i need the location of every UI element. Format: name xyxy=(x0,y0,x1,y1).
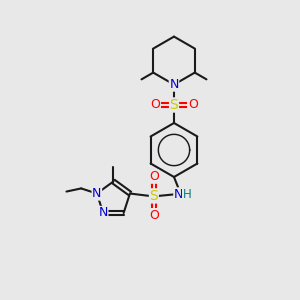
Text: N: N xyxy=(169,78,179,91)
Text: H: H xyxy=(182,188,191,201)
Text: S: S xyxy=(149,189,158,203)
Text: S: S xyxy=(169,98,178,112)
Text: O: O xyxy=(188,98,198,112)
Text: N: N xyxy=(98,206,108,220)
Text: O: O xyxy=(149,208,159,222)
Text: O: O xyxy=(150,98,160,112)
Text: O: O xyxy=(149,170,159,183)
Text: N: N xyxy=(92,187,101,200)
Text: N: N xyxy=(174,188,183,201)
